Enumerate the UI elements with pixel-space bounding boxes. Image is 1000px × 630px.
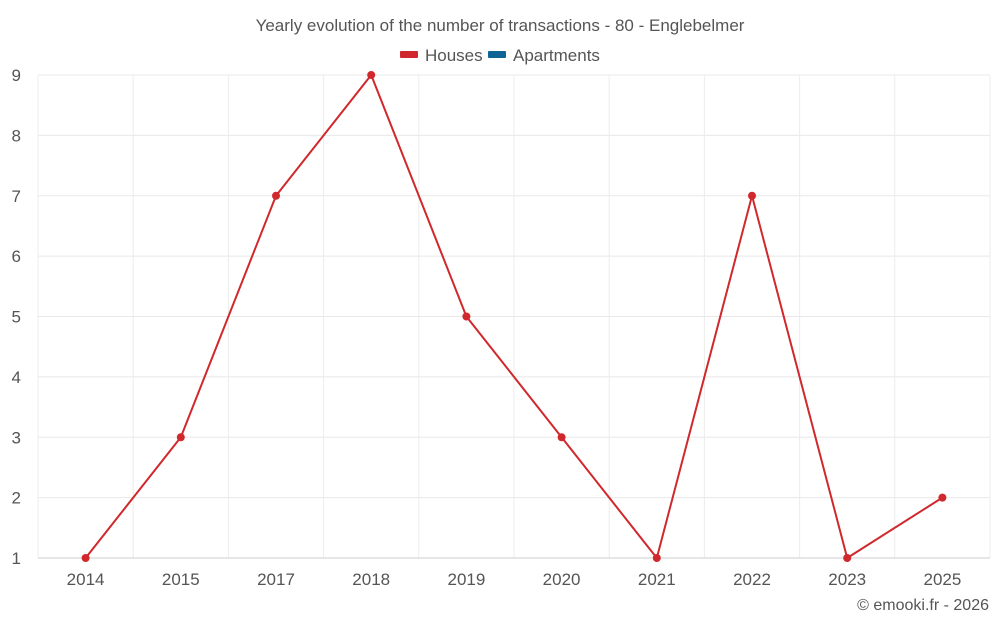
data-point[interactable] bbox=[938, 493, 947, 502]
y-tick-label: 8 bbox=[12, 126, 21, 145]
data-point[interactable] bbox=[367, 71, 376, 79]
x-tick-label: 2019 bbox=[447, 570, 485, 589]
y-tick-label: 6 bbox=[12, 247, 21, 266]
x-tick-label: 2021 bbox=[638, 570, 676, 589]
x-tick-label: 2018 bbox=[352, 570, 390, 589]
data-point[interactable] bbox=[176, 433, 185, 442]
legend-label-apartments[interactable]: Apartments bbox=[513, 46, 600, 65]
series-line-houses bbox=[84, 74, 943, 559]
x-tick-label: 2022 bbox=[733, 570, 771, 589]
chart-title: Yearly evolution of the number of transa… bbox=[256, 16, 745, 35]
y-tick-label: 2 bbox=[12, 489, 21, 508]
data-point[interactable] bbox=[557, 433, 566, 442]
y-tick-label: 3 bbox=[12, 428, 21, 447]
credit-text: © emooki.fr - 2026 bbox=[857, 597, 989, 614]
data-point[interactable] bbox=[81, 554, 90, 562]
legend: Houses Apartments bbox=[400, 46, 600, 65]
legend-swatch-apartments[interactable] bbox=[488, 51, 506, 58]
y-tick-label: 4 bbox=[12, 368, 21, 387]
x-tick-label: 2025 bbox=[923, 570, 961, 589]
data-point[interactable] bbox=[462, 312, 471, 321]
axes: 1 2 3 4 5 6 7 8 9 2014 2015 2017 2018 2019 2020 2021 202… bbox=[12, 66, 990, 589]
legend-label-houses[interactable]: Houses bbox=[425, 46, 483, 65]
data-point[interactable] bbox=[652, 554, 661, 562]
data-point[interactable] bbox=[272, 191, 280, 200]
x-tick-label: 2014 bbox=[67, 570, 105, 589]
x-tick-label: 2020 bbox=[543, 570, 581, 589]
data-point[interactable] bbox=[748, 191, 756, 200]
series-layer bbox=[81, 71, 947, 562]
x-tick-label: 2015 bbox=[162, 570, 200, 589]
x-tick-label: 2017 bbox=[257, 570, 295, 589]
y-tick-label: 9 bbox=[12, 66, 21, 85]
x-tick-label: 2023 bbox=[828, 570, 866, 589]
legend-swatch-houses[interactable] bbox=[400, 51, 418, 58]
grid bbox=[37, 74, 991, 558]
y-tick-label: 7 bbox=[12, 187, 21, 206]
y-tick-label: 5 bbox=[12, 308, 21, 327]
data-point[interactable] bbox=[843, 554, 852, 562]
y-tick-label: 1 bbox=[12, 549, 21, 568]
